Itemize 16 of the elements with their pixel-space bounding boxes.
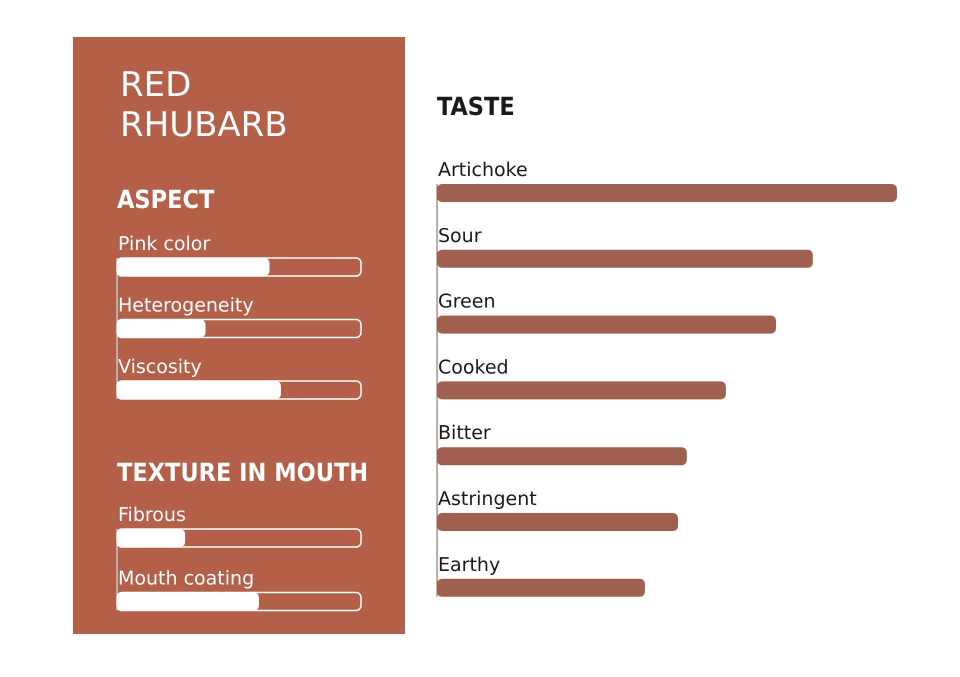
- text: RED RHUBARB: [120, 65, 288, 145]
- y-tick-label: Sour: [438, 224, 482, 247]
- y-tick-label: Astringent: [438, 488, 537, 510]
- chart-title: TEXTURE IN MOUTH: [117, 458, 368, 487]
- y-tick-label: Mouth coating: [118, 568, 254, 590]
- y-tick-label: Viscosity: [118, 356, 202, 378]
- y-tick-label: Green: [438, 290, 496, 313]
- y-tick-label: Artichoke: [438, 159, 528, 181]
- y-tick-label: Cooked: [438, 356, 509, 378]
- chart-title: ASPECT: [117, 185, 215, 214]
- chart-title: TASTE: [437, 92, 515, 121]
- y-tick-label: Pink color: [118, 233, 210, 255]
- y-tick-label: Heterogeneity: [118, 294, 254, 316]
- y-tick-label: Fibrous: [118, 504, 186, 526]
- y-tick-label: Earthy: [438, 554, 500, 576]
- y-tick-label: Bitter: [438, 422, 491, 444]
